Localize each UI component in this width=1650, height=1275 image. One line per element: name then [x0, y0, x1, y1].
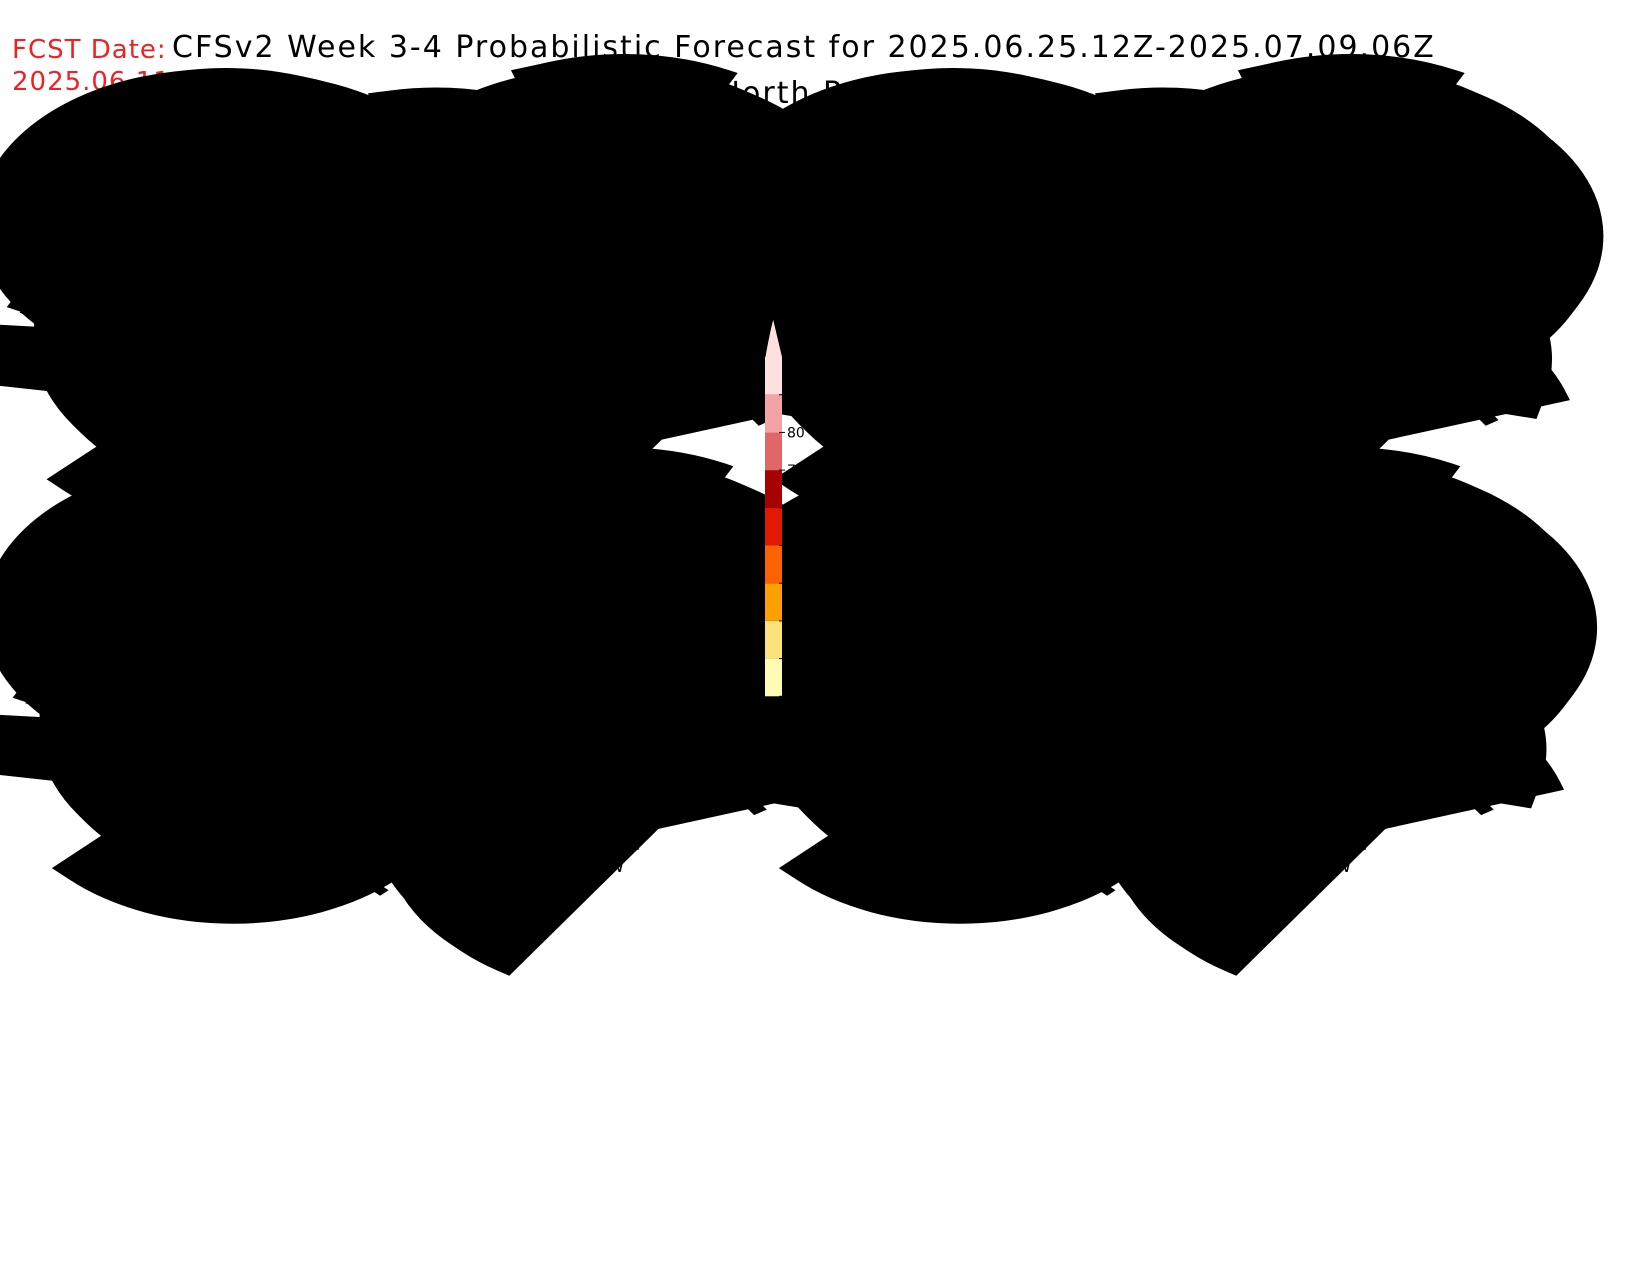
colorbar-swatch: [765, 545, 782, 584]
lon-label: 160W: [1149, 857, 1198, 877]
lat-label: 60N: [174, 678, 208, 698]
map-frame: [215, 571, 639, 850]
lat-label: 60N: [898, 288, 932, 308]
forecast-date-label: FCST Date:: [12, 35, 167, 65]
map-frame: [939, 179, 1369, 461]
lat-label: 70N: [174, 632, 208, 652]
lon-label: 140E: [194, 857, 237, 877]
colorbar-label: 60: [787, 501, 805, 517]
lat-label: 30N: [171, 428, 205, 448]
colorbar-swatch: [765, 658, 782, 697]
lat-label: 30N: [898, 428, 932, 448]
lon-label: 160E: [998, 857, 1041, 877]
panel-title: Storm Intensity (< 960 hPa): [987, 536, 1321, 561]
lat-label: 80N: [171, 194, 205, 214]
lat-label: 50N: [901, 725, 935, 745]
panel-title: Storm Intensity (< 970 hPa): [987, 144, 1321, 169]
lon-label: 140W: [498, 857, 547, 877]
lat-label: 50N: [171, 334, 205, 354]
colorbar: 10 20 30 40 50 60 70 80 90: [764, 318, 805, 735]
colorbar-label: 90: [787, 388, 805, 404]
colorbar-label: 80: [787, 425, 805, 441]
colorbar-label: 70: [787, 463, 805, 479]
lat-label: 50N: [898, 334, 932, 354]
lon-label: 180: [352, 468, 384, 488]
colorbar-swatch: [765, 583, 782, 621]
colorbar-swatch: [765, 507, 782, 546]
lat-label: 40N: [898, 381, 932, 401]
colorbar-label: 30: [787, 614, 805, 630]
lon-label: 160E: [271, 857, 314, 877]
lat-label: 50N: [174, 725, 208, 745]
lon-label: 180: [1079, 468, 1111, 488]
colorbar-swatch: [765, 432, 782, 471]
lon-label: 120W: [575, 857, 624, 877]
lon-label: 140E: [921, 857, 964, 877]
page-title: CFSv2 Week 3-4 Probabilistic Forecast fo…: [172, 30, 1436, 65]
panel-title: Storm Intensity (< 980 hPa): [260, 536, 594, 561]
map-panel-3: Storm Intensity (< 980 hPa) 80N 70N 60N 50N 4…: [174, 536, 638, 877]
lat-label: 40N: [174, 771, 208, 791]
map-panel-2: Storm Intensity (< 970 hPa) 80N 70N 60N 50N 4…: [898, 144, 1368, 488]
lat-label: 70N: [898, 241, 932, 261]
colorbar-swatch: [765, 394, 782, 433]
lon-label: 180: [1080, 857, 1112, 877]
colorbar-label: 40: [787, 576, 805, 592]
colorbar-top-cap: [765, 319, 782, 357]
lat-label: 40N: [171, 381, 205, 401]
colorbar-swatch: [765, 620, 782, 659]
colorbar-swatch: [765, 357, 782, 395]
lat-label: 30N: [174, 817, 208, 837]
map-panel-4: Storm Intensity (< 960 hPa) 80N 70N 60N 50N 4…: [901, 536, 1365, 877]
colorbar-label: 20: [787, 652, 805, 668]
coastline: [216, 600, 638, 849]
coastline: [940, 208, 1368, 460]
lat-label: 80N: [174, 586, 208, 606]
map-frame: [942, 571, 1366, 850]
colorbar-top-edge: [764, 318, 774, 358]
coastline: [943, 600, 1365, 849]
coastline: [213, 208, 641, 460]
lat-label: 60N: [171, 288, 205, 308]
colorbar-label: 10: [787, 689, 805, 705]
map-panel-1: Storm Intensity (< 990 hPa) 80N 70N 60N 50N 4…: [171, 144, 641, 488]
lat-label: 70N: [901, 632, 935, 652]
lon-label: 140W: [1225, 857, 1274, 877]
lat-label: 30N: [901, 817, 935, 837]
colorbar-label: 50: [787, 539, 805, 555]
lon-label: 120W: [1302, 857, 1351, 877]
lat-label: 80N: [898, 194, 932, 214]
lon-label: 160W: [422, 857, 471, 877]
lat-label: 40N: [901, 771, 935, 791]
lat-label: 80N: [901, 586, 935, 606]
panel-title: Storm Intensity (< 990 hPa): [260, 144, 594, 169]
lat-label: 70N: [171, 241, 205, 261]
colorbar-swatch: [765, 470, 782, 508]
lat-label: 60N: [901, 678, 935, 698]
lon-label: 180: [353, 857, 385, 877]
map-frame: [212, 179, 642, 461]
